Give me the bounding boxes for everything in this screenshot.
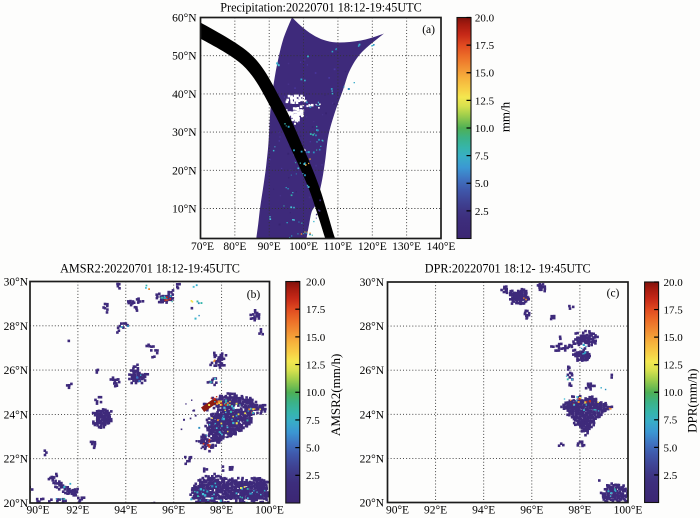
svg-text:(a): (a) — [422, 24, 435, 36]
svg-text:60°N: 60°N — [172, 13, 197, 25]
svg-text:120°E: 120°E — [358, 241, 387, 253]
svg-text:15.0: 15.0 — [664, 332, 684, 344]
svg-text:20.0: 20.0 — [306, 276, 326, 288]
svg-text:70°E: 70°E — [191, 241, 214, 253]
svg-text:100°E: 100°E — [255, 505, 284, 517]
svg-text:15.0: 15.0 — [306, 332, 326, 344]
svg-text:7.5: 7.5 — [306, 415, 320, 427]
svg-text:(c): (c) — [607, 288, 620, 300]
svg-text:100°E: 100°E — [614, 505, 643, 517]
svg-text:140°E: 140°E — [427, 241, 456, 253]
svg-text:10.0: 10.0 — [306, 387, 326, 399]
svg-text:94°E: 94°E — [472, 505, 495, 517]
svg-text:DPR(mm/h): DPR(mm/h) — [685, 369, 700, 433]
svg-text:130°E: 130°E — [392, 241, 421, 253]
svg-text:28°N: 28°N — [4, 321, 29, 333]
svg-text:100°E: 100°E — [289, 241, 318, 253]
svg-text:17.5: 17.5 — [475, 40, 495, 52]
svg-text:98°E: 98°E — [210, 505, 233, 517]
svg-text:7.5: 7.5 — [475, 151, 489, 163]
svg-text:20.0: 20.0 — [475, 12, 495, 24]
svg-text:96°E: 96°E — [162, 505, 185, 517]
svg-text:DPR:20220701 18:12- 19:45UTC: DPR:20220701 18:12- 19:45UTC — [425, 262, 591, 276]
svg-text:12.5: 12.5 — [664, 360, 684, 372]
svg-text:12.5: 12.5 — [475, 95, 495, 107]
svg-text:7.5: 7.5 — [664, 415, 678, 427]
svg-text:96°E: 96°E — [520, 505, 543, 517]
svg-text:30°N: 30°N — [4, 277, 29, 289]
svg-text:5.0: 5.0 — [306, 443, 320, 455]
svg-text:90°E: 90°E — [258, 241, 281, 253]
svg-text:90°E: 90°E — [26, 505, 49, 517]
svg-text:80°E: 80°E — [223, 241, 246, 253]
svg-text:20°N: 20°N — [172, 165, 197, 177]
svg-text:40°N: 40°N — [172, 89, 197, 101]
svg-text:5.0: 5.0 — [664, 442, 678, 454]
svg-text:AMSR2:20220701 18:12-19:45UTC: AMSR2:20220701 18:12-19:45UTC — [60, 262, 240, 276]
svg-text:17.5: 17.5 — [306, 304, 326, 316]
svg-text:Precipitation:20220701 18:12-1: Precipitation:20220701 18:12-19:45UTC — [220, 1, 421, 15]
svg-text:110°E: 110°E — [324, 241, 352, 253]
svg-text:28°N: 28°N — [360, 321, 385, 333]
svg-text:26°N: 26°N — [360, 365, 385, 377]
svg-text:22°N: 22°N — [360, 453, 385, 465]
svg-text:AMSR2(mm/h): AMSR2(mm/h) — [328, 354, 343, 436]
svg-text:20°N: 20°N — [360, 498, 385, 510]
svg-text:98°E: 98°E — [568, 505, 591, 517]
svg-text:10°N: 10°N — [172, 204, 197, 216]
svg-text:2.5: 2.5 — [475, 206, 489, 218]
svg-text:(b): (b) — [247, 289, 261, 301]
svg-text:90°E: 90°E — [386, 505, 409, 517]
svg-text:20°N: 20°N — [4, 498, 29, 510]
svg-text:17.5: 17.5 — [664, 304, 684, 316]
svg-text:94°E: 94°E — [114, 505, 137, 517]
svg-text:12.5: 12.5 — [306, 359, 326, 371]
svg-text:10.0: 10.0 — [664, 387, 684, 399]
svg-text:mm/h: mm/h — [498, 101, 513, 132]
svg-text:20.0: 20.0 — [664, 277, 684, 289]
svg-text:30°N: 30°N — [172, 127, 197, 139]
svg-text:15.0: 15.0 — [475, 68, 495, 80]
svg-text:92°E: 92°E — [66, 505, 89, 517]
svg-text:30°N: 30°N — [360, 277, 385, 289]
svg-text:92°E: 92°E — [424, 505, 447, 517]
svg-text:26°N: 26°N — [4, 365, 29, 377]
svg-text:24°N: 24°N — [360, 409, 385, 421]
svg-text:5.0: 5.0 — [475, 178, 489, 190]
svg-text:2.5: 2.5 — [306, 470, 320, 482]
svg-text:50°N: 50°N — [172, 51, 197, 63]
svg-text:24°N: 24°N — [4, 409, 29, 421]
svg-text:22°N: 22°N — [4, 454, 29, 466]
svg-text:10.0: 10.0 — [475, 123, 495, 135]
svg-text:2.5: 2.5 — [664, 470, 678, 482]
